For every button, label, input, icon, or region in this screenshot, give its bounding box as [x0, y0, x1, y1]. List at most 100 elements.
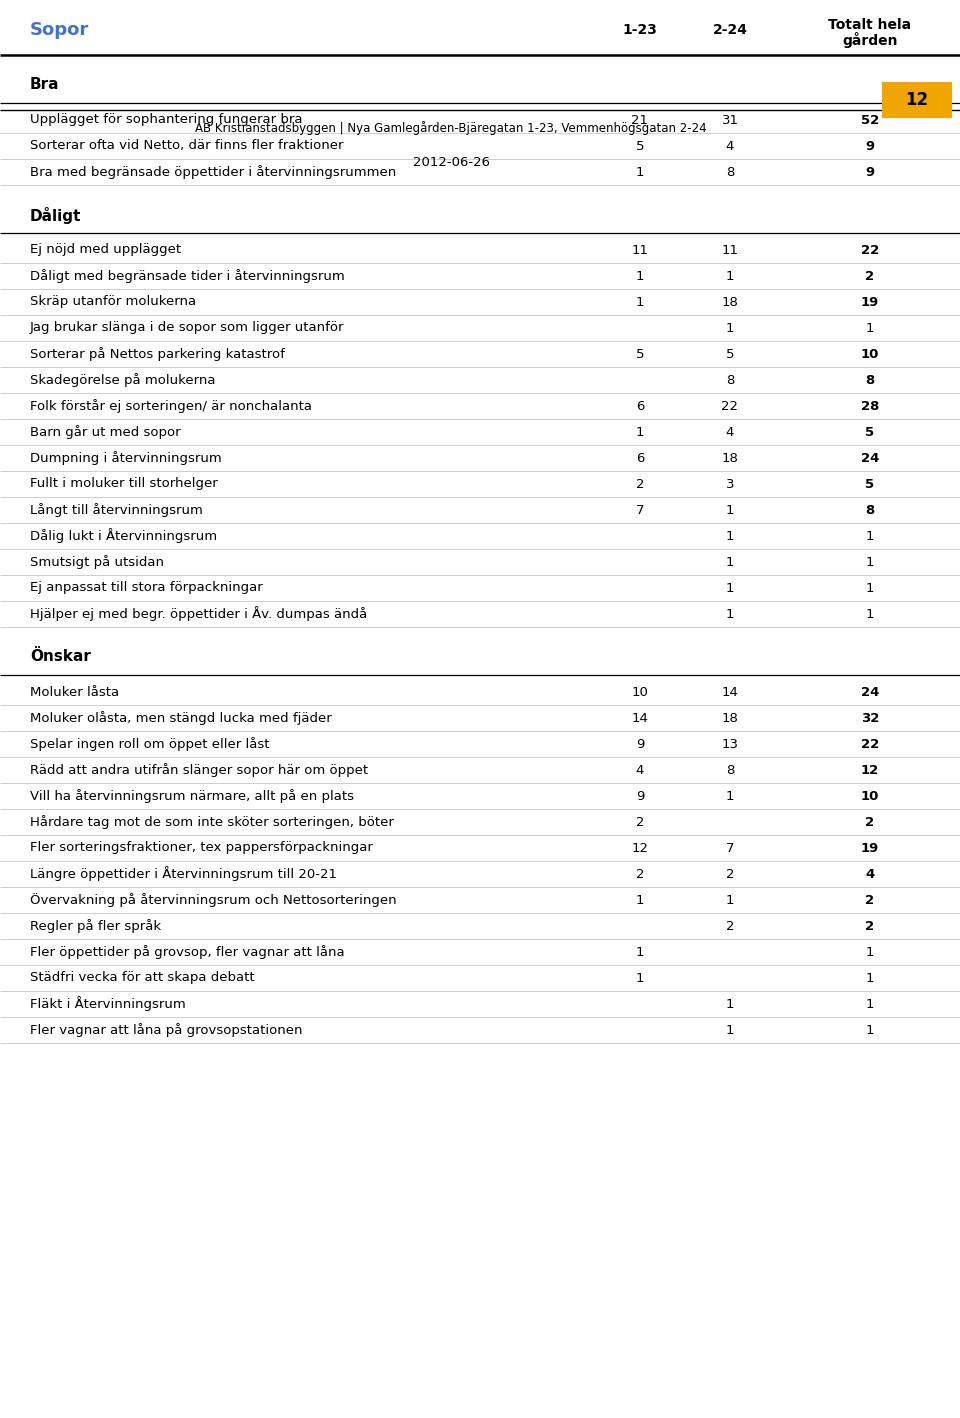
Text: 8: 8 — [726, 763, 734, 777]
Text: 1: 1 — [726, 1024, 734, 1037]
Text: 21: 21 — [632, 113, 649, 126]
Text: 2: 2 — [865, 919, 875, 933]
Text: 1: 1 — [866, 529, 875, 543]
Text: 13: 13 — [722, 737, 738, 750]
Text: 1: 1 — [636, 295, 644, 309]
Text: 1: 1 — [636, 946, 644, 959]
Text: 1: 1 — [866, 556, 875, 569]
Text: Långt till återvinningsrum: Långt till återvinningsrum — [30, 503, 203, 518]
Text: 11: 11 — [632, 244, 649, 257]
Text: 3: 3 — [726, 478, 734, 491]
Text: 2: 2 — [726, 919, 734, 933]
Text: Sorterar på Nettos parkering katastrof: Sorterar på Nettos parkering katastrof — [30, 347, 285, 362]
Text: 19: 19 — [861, 295, 879, 309]
Text: Dåligt: Dåligt — [30, 207, 82, 224]
Text: 1: 1 — [636, 269, 644, 282]
Text: 2: 2 — [865, 893, 875, 906]
Text: Fler öppettider på grovsop, fler vagnar att låna: Fler öppettider på grovsop, fler vagnar … — [30, 944, 345, 959]
Text: Sopor: Sopor — [30, 21, 89, 40]
Text: 2: 2 — [636, 478, 644, 491]
Text: 9: 9 — [865, 166, 875, 179]
Text: Jag brukar slänga i de sopor som ligger utanför: Jag brukar slänga i de sopor som ligger … — [30, 322, 345, 335]
Text: Dumpning i återvinningsrum: Dumpning i återvinningsrum — [30, 451, 222, 465]
Text: Fler sorteringsfraktioner, tex pappersförpackningar: Fler sorteringsfraktioner, tex pappersfö… — [30, 841, 372, 855]
Text: 1: 1 — [726, 790, 734, 803]
Text: Totalt hela: Totalt hela — [828, 18, 912, 33]
Text: 6: 6 — [636, 451, 644, 465]
Text: Skadegörelse på molukerna: Skadegörelse på molukerna — [30, 373, 215, 387]
Text: Regler på fler språk: Regler på fler språk — [30, 919, 161, 933]
Text: 1: 1 — [866, 607, 875, 621]
Text: 2: 2 — [865, 815, 875, 828]
Text: 31: 31 — [722, 113, 738, 126]
Text: 10: 10 — [632, 685, 648, 699]
Text: 1: 1 — [726, 269, 734, 282]
Text: Hjälper ej med begr. öppettider i Åv. dumpas ändå: Hjälper ej med begr. öppettider i Åv. du… — [30, 607, 368, 621]
Text: Bra: Bra — [30, 77, 60, 92]
Text: Moluker låsta: Moluker låsta — [30, 685, 119, 699]
FancyBboxPatch shape — [882, 82, 952, 118]
Text: 9: 9 — [636, 790, 644, 803]
Text: Hårdare tag mot de som inte sköter sorteringen, böter: Hårdare tag mot de som inte sköter sorte… — [30, 815, 394, 830]
Text: 12: 12 — [861, 763, 879, 777]
Text: 2: 2 — [726, 868, 734, 881]
Text: 1: 1 — [866, 971, 875, 984]
Text: 6: 6 — [636, 400, 644, 413]
Text: 1: 1 — [866, 1024, 875, 1037]
Text: 24: 24 — [861, 685, 879, 699]
Text: 12: 12 — [632, 841, 649, 855]
Text: 2: 2 — [636, 815, 644, 828]
Text: 32: 32 — [861, 712, 879, 725]
Text: 9: 9 — [636, 737, 644, 750]
Text: 2-24: 2-24 — [712, 23, 748, 37]
Text: 22: 22 — [861, 737, 879, 750]
Text: gården: gården — [842, 33, 898, 48]
Text: 28: 28 — [861, 400, 879, 413]
Text: Ej anpassat till stora förpackningar: Ej anpassat till stora förpackningar — [30, 581, 263, 594]
Text: Sorterar ofta vid Netto, där finns fler fraktioner: Sorterar ofta vid Netto, där finns fler … — [30, 139, 344, 153]
Text: 4: 4 — [726, 139, 734, 153]
Text: 8: 8 — [726, 166, 734, 179]
Text: 1: 1 — [726, 503, 734, 516]
Text: 1: 1 — [636, 971, 644, 984]
Text: Folk förstår ej sorteringen/ är nonchalanta: Folk förstår ej sorteringen/ är nonchala… — [30, 398, 312, 413]
Text: 10: 10 — [861, 347, 879, 360]
Text: Rädd att andra utifrån slänger sopor här om öppet: Rädd att andra utifrån slänger sopor här… — [30, 763, 368, 777]
Text: 2012-06-26: 2012-06-26 — [413, 156, 490, 169]
Text: 8: 8 — [865, 373, 875, 387]
Text: 18: 18 — [722, 451, 738, 465]
Text: 22: 22 — [722, 400, 738, 413]
Text: Ej nöjd med upplägget: Ej nöjd med upplägget — [30, 244, 181, 257]
Text: 4: 4 — [636, 763, 644, 777]
Text: Önskar: Önskar — [30, 649, 91, 664]
Text: 1: 1 — [636, 425, 644, 438]
Text: 1: 1 — [726, 581, 734, 594]
Text: Vill ha återvinningsrum närmare, allt på en plats: Vill ha återvinningsrum närmare, allt på… — [30, 788, 354, 803]
Text: 14: 14 — [722, 685, 738, 699]
Text: 11: 11 — [722, 244, 738, 257]
Text: 7: 7 — [726, 841, 734, 855]
Text: Upplägget för sophantering fungerar bra: Upplägget för sophantering fungerar bra — [30, 113, 302, 126]
Text: 1-23: 1-23 — [623, 23, 658, 37]
Text: 4: 4 — [865, 868, 875, 881]
Text: 1: 1 — [726, 893, 734, 906]
Text: 1: 1 — [726, 322, 734, 335]
Text: 5: 5 — [865, 425, 875, 438]
Text: 18: 18 — [722, 712, 738, 725]
Text: Övervakning på återvinningsrum och Nettosorteringen: Övervakning på återvinningsrum och Netto… — [30, 893, 396, 908]
Text: 5: 5 — [865, 478, 875, 491]
Text: Längre öppettider i Återvinningsrum till 20-21: Längre öppettider i Återvinningsrum till… — [30, 866, 337, 882]
Text: Städfri vecka för att skapa debatt: Städfri vecka för att skapa debatt — [30, 971, 254, 984]
Text: Fler vagnar att låna på grovsopstationen: Fler vagnar att låna på grovsopstationen — [30, 1022, 302, 1037]
Text: 2: 2 — [636, 868, 644, 881]
Text: Fläkt i Återvinningsrum: Fläkt i Återvinningsrum — [30, 997, 185, 1011]
Text: Fullt i moluker till storhelger: Fullt i moluker till storhelger — [30, 478, 218, 491]
Text: 1: 1 — [726, 607, 734, 621]
Text: 4: 4 — [726, 425, 734, 438]
Text: 1: 1 — [866, 581, 875, 594]
Text: Bra med begränsade öppettider i återvinningsrummen: Bra med begränsade öppettider i återvinn… — [30, 164, 396, 179]
Text: 8: 8 — [726, 373, 734, 387]
Text: 5: 5 — [636, 347, 644, 360]
Text: 52: 52 — [861, 113, 879, 126]
Text: 5: 5 — [726, 347, 734, 360]
